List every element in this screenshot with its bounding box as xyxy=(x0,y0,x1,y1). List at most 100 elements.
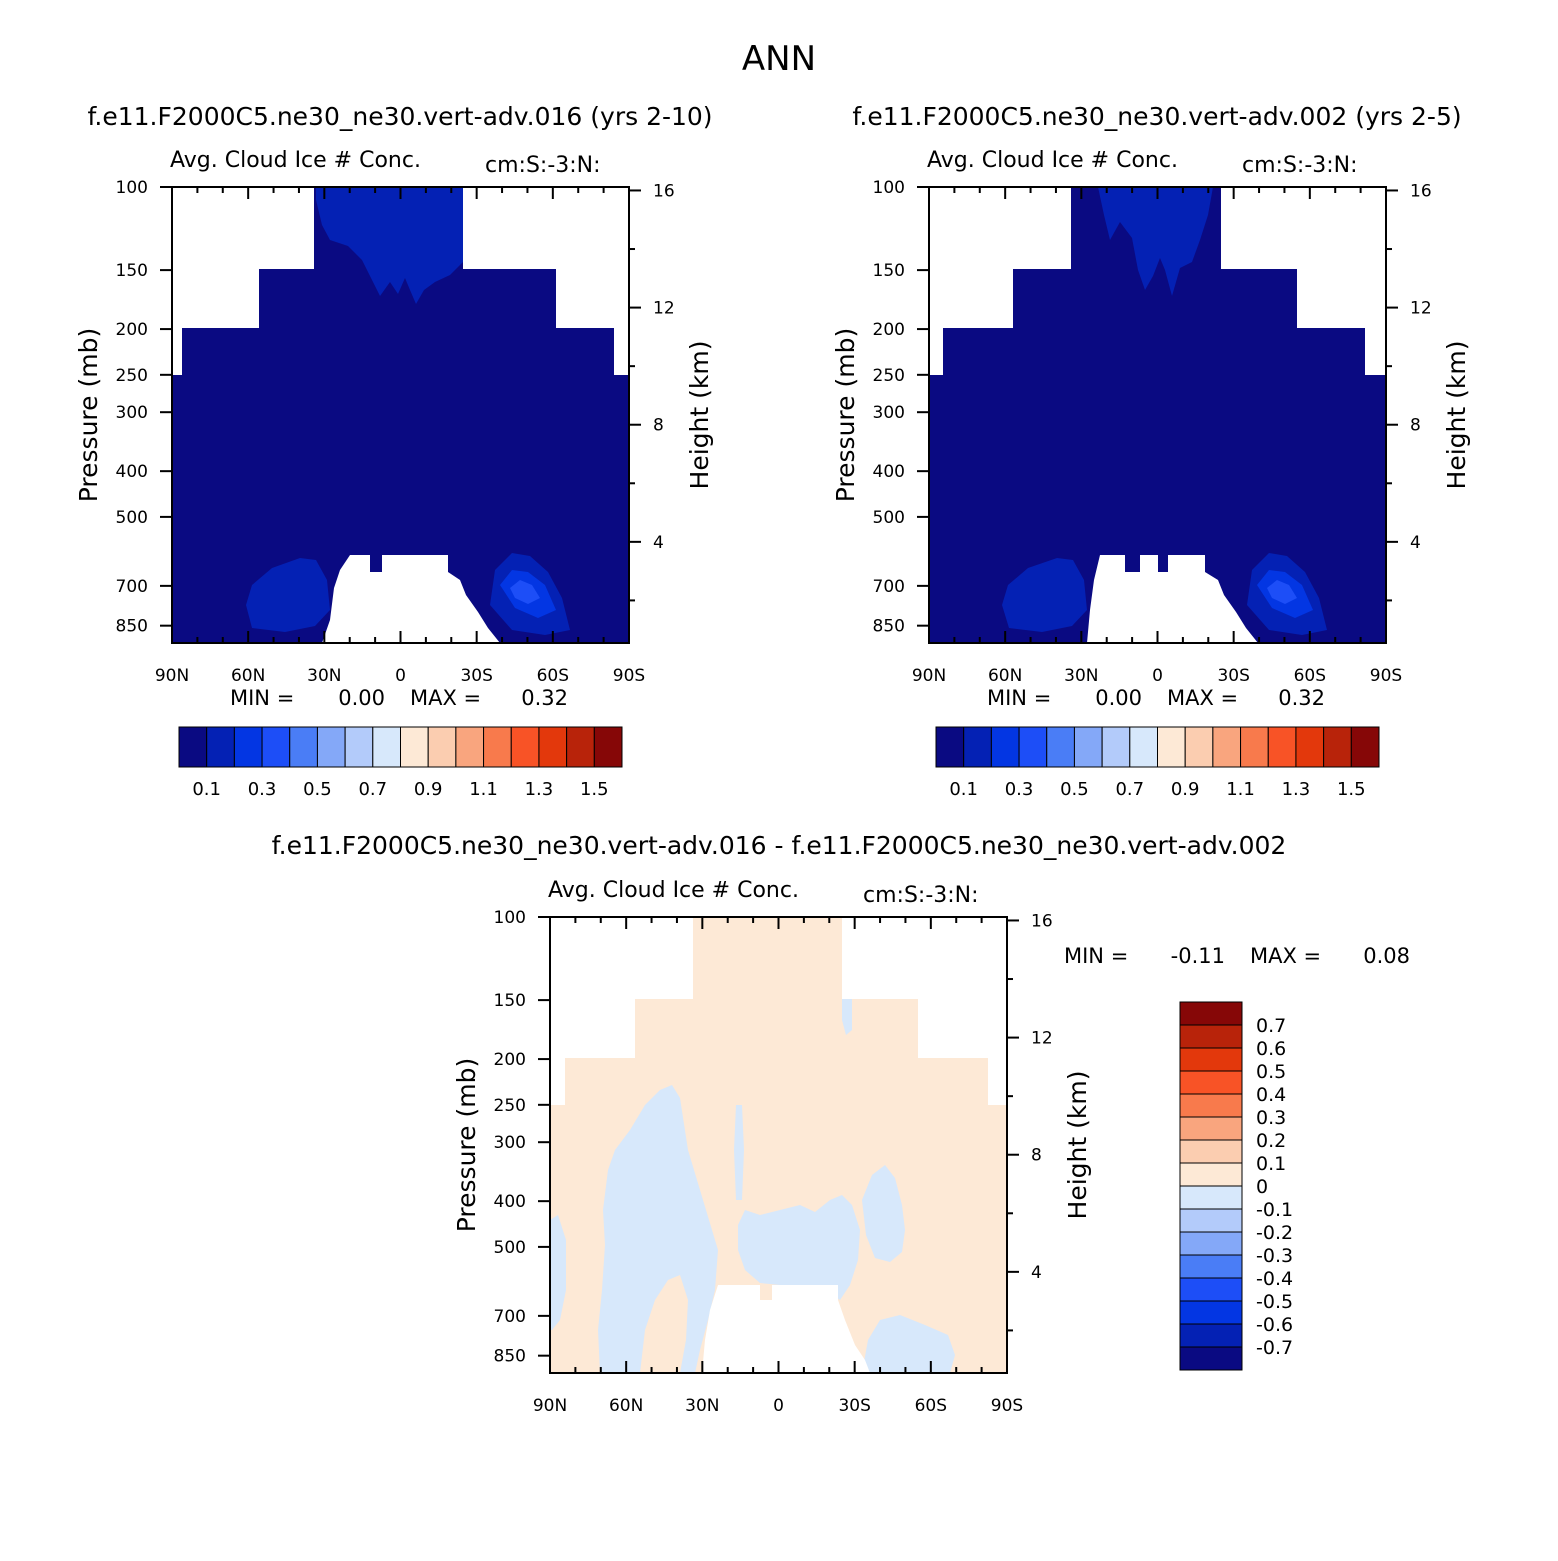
panel-2: f.e11.F2000C5.ne30_ne30.vert-adv.002 (yr… xyxy=(831,102,1471,800)
panel-3-colorbar-swatch xyxy=(1179,1254,1243,1279)
panel-2-xtick-label: 30S xyxy=(1217,666,1249,686)
panel-3-y2tick-label: 12 xyxy=(1031,1029,1053,1049)
panel-1-field-blob-right-core xyxy=(510,580,540,604)
panel-3-colorbar-label: 0.7 xyxy=(1256,1015,1286,1037)
panel-3-colorbar-swatch xyxy=(1179,1346,1243,1371)
panel-1-colorbar-swatch xyxy=(344,726,374,768)
panel-2-ticks: 90N 60N 30N 0 30S 60S 90S 100 150 200 250 300 400 500… xyxy=(873,178,1432,686)
panel-3-colorbar-label: 0.1 xyxy=(1256,1153,1286,1175)
panel-2-xtick-label: 0 xyxy=(1152,666,1163,686)
panel-1-colorbar-swatch xyxy=(372,726,401,768)
panel-2-min-label: MIN = xyxy=(987,686,1051,710)
panel-1-colorbar-swatch xyxy=(233,726,263,768)
panel-2-colorbar-swatch xyxy=(1073,726,1103,768)
panel-3-colorbar-swatch xyxy=(1179,1277,1243,1302)
panel-1-ytick-label: 700 xyxy=(116,577,148,597)
panel-3-colorbar-swatch xyxy=(1179,1231,1243,1256)
panel-1-colorbar-label: 1.5 xyxy=(580,779,609,800)
panel-2-ylabel-left: Pressure (mb) xyxy=(831,328,860,502)
panel-1-units: cm:S:-3:N: xyxy=(485,153,601,178)
panel-1-colorbar-swatch xyxy=(566,726,595,768)
panel-2-ytick-label: 150 xyxy=(873,261,905,281)
panel-1-xtick-label: 30N xyxy=(307,666,341,686)
panel-1-colorbar-swatch xyxy=(538,726,568,768)
panel-3-xtick-label: 90S xyxy=(991,1396,1023,1416)
panel-1-colorbar-label: 0.3 xyxy=(248,779,277,800)
panel-2-subtitle: Avg. Cloud Ice # Conc. xyxy=(927,148,1178,173)
panel-1-xtick-label: 60N xyxy=(231,666,265,686)
panel-1-max-label: MAX = xyxy=(410,686,481,710)
panel-1-colorbar-swatch xyxy=(206,726,235,768)
panel-3-colorbar-swatch xyxy=(1179,1323,1243,1348)
panel-3-ytick-label: 100 xyxy=(494,908,526,928)
panel-1-colorbar-swatch xyxy=(455,726,485,768)
panel-1-ylabel-right: Height (km) xyxy=(685,341,714,490)
panel-1-ytick-label: 300 xyxy=(116,403,148,423)
panel-3-colorbar-swatch xyxy=(1179,1047,1243,1072)
panel-3-field-neg-center xyxy=(738,1195,860,1300)
panel-1-ytick-label: 150 xyxy=(116,261,148,281)
panel-2-y2tick-label: 16 xyxy=(1410,181,1432,201)
panel-2-colorbar-swatch xyxy=(1046,726,1075,768)
panel-1-ytick-label: 100 xyxy=(116,178,148,198)
panel-3-ytick-label: 700 xyxy=(494,1307,526,1327)
panel-1-xtick-label: 30S xyxy=(460,666,492,686)
panel-1-ytick-label: 250 xyxy=(116,366,148,386)
panel-2-colorbar-label: 0.5 xyxy=(1060,779,1089,800)
panel-2-field-base xyxy=(929,187,1386,643)
panel-2-y2tick-label: 4 xyxy=(1410,533,1421,553)
panel-3-colorbar-swatch xyxy=(1179,1024,1243,1049)
panel-2-colorbar-label: 1.1 xyxy=(1226,779,1255,800)
panel-1-colorbar-swatch xyxy=(510,726,540,768)
panel-3-min-value: -0.11 xyxy=(1171,944,1225,968)
panel-3-ytick-label: 200 xyxy=(494,1050,526,1070)
panel-2-colorbar-swatch xyxy=(1101,726,1131,768)
panel-3-y2tick-label: 16 xyxy=(1031,911,1053,931)
panel-3-colorbar-label: 0.6 xyxy=(1256,1038,1286,1060)
panel-2-field xyxy=(929,187,1386,643)
panel-1-xtick-label: 90N xyxy=(155,666,189,686)
panel-3-field-pos-west-inner xyxy=(640,1275,688,1373)
panel-2-y2tick-label: 12 xyxy=(1410,299,1432,319)
panel-2-colorbar-swatch xyxy=(1018,726,1048,768)
panel-3-colorbar-swatch xyxy=(1179,1185,1243,1210)
panel-3-field-neg-far-west xyxy=(550,1215,566,1330)
panel-3-colorbar-label: -0.1 xyxy=(1256,1199,1293,1221)
panel-3-colorbar-swatch xyxy=(1179,1139,1243,1164)
panel-3-colorbar-label: 0.3 xyxy=(1256,1107,1286,1129)
panel-1-colorbar-label: 1.3 xyxy=(525,779,554,800)
panel-1-colorbar-swatch xyxy=(178,726,208,768)
panel-2-colorbar-label: 0.1 xyxy=(949,779,978,800)
panel-1-xtick-label: 90S xyxy=(613,666,645,686)
panel-1-subtitle: Avg. Cloud Ice # Conc. xyxy=(170,148,421,173)
panel-1-field-surface-mask xyxy=(322,555,500,643)
panel-1-field xyxy=(172,187,629,643)
panel-1-colorbar-label: 0.5 xyxy=(303,779,332,800)
panel-2-field-topfill xyxy=(1098,187,1213,296)
panel-3-xtick-label: 60N xyxy=(609,1396,643,1416)
panel-2-y2tick-label: 8 xyxy=(1410,416,1421,436)
panel-2-colorbar-swatch xyxy=(963,726,992,768)
panel-2-max-value: 0.32 xyxy=(1278,686,1325,710)
panel-3-subtitle: Avg. Cloud Ice # Conc. xyxy=(548,878,799,903)
panel-3-ytick-label: 850 xyxy=(494,1347,526,1367)
panel-3-max-label: MAX = xyxy=(1250,944,1321,968)
panel-2-colorbar-swatch xyxy=(1240,726,1269,768)
panel-3-colorbar-label: -0.6 xyxy=(1256,1314,1293,1336)
panel-2-ytick-label: 700 xyxy=(873,577,905,597)
panel-2-ytick-label: 200 xyxy=(873,320,905,340)
panel-1-colorbar-swatch xyxy=(316,726,346,768)
panel-1-field-topfill xyxy=(316,187,463,304)
panel-1-ytick-label: 500 xyxy=(116,508,148,528)
panel-2-colorbar-swatch xyxy=(1157,726,1186,768)
panel-1-ytick-label: 850 xyxy=(116,617,148,637)
panel-1-ytick-label: 200 xyxy=(116,320,148,340)
panel-3-ytick-label: 250 xyxy=(494,1096,526,1116)
panel-1-field-blob-left xyxy=(246,558,330,632)
panel-1-colorbar-label: 1.1 xyxy=(469,779,498,800)
panel-1: f.e11.F2000C5.ne30_ne30.vert-adv.016 (yr… xyxy=(74,102,714,800)
panel-3-colorbar-label: -0.3 xyxy=(1256,1245,1293,1267)
panel-3-xtick-label: 60S xyxy=(915,1396,947,1416)
panel-1-colorbar-swatch xyxy=(483,726,512,768)
panel-3-field xyxy=(550,917,1007,1373)
